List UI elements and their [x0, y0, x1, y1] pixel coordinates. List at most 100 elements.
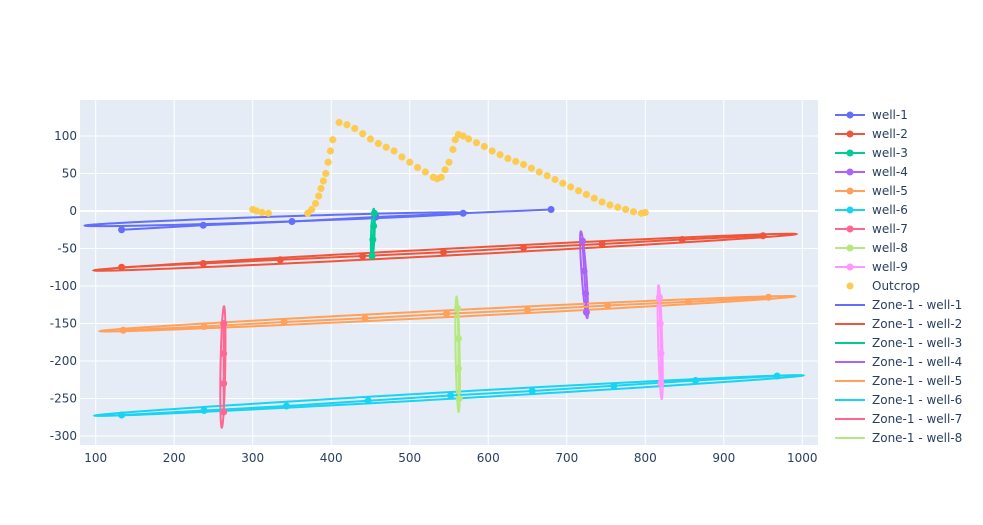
data-point-outcrop — [574, 187, 583, 195]
data-point-outcrop — [567, 183, 575, 191]
y-tick-label: -300 — [50, 429, 77, 443]
data-point-well-9 — [657, 380, 665, 387]
data-point-well-5 — [524, 306, 532, 314]
data-point-well-6 — [773, 372, 781, 380]
legend-label: well-2 — [872, 127, 908, 141]
legend-item-outcrop[interactable]: Outcrop — [846, 279, 920, 293]
legend-item-well-1[interactable]: well-1 — [835, 108, 908, 122]
legend-item-zone-1-well-3[interactable]: Zone-1 - well-3 — [835, 336, 962, 350]
data-point-outcrop — [366, 135, 375, 143]
x-tick-label: 800 — [634, 451, 657, 465]
data-point-well-2 — [118, 263, 126, 271]
data-point-well-3 — [369, 236, 377, 243]
data-point-well-5 — [280, 318, 288, 326]
legend-label: Zone-1 - well-4 — [872, 355, 962, 369]
legend-item-well-5[interactable]: well-5 — [835, 184, 908, 198]
legend-item-zone-1-well-8[interactable]: Zone-1 - well-8 — [835, 431, 962, 445]
data-point-well-5 — [443, 310, 451, 318]
data-point-well-2 — [598, 240, 606, 248]
legend-item-well-7[interactable]: well-7 — [835, 222, 908, 236]
data-point-outcrop — [480, 142, 488, 151]
legend-label: well-9 — [872, 260, 908, 274]
y-tick-label: -250 — [50, 392, 77, 406]
data-point-well-1 — [288, 218, 296, 225]
y-tick-label: -150 — [50, 317, 77, 331]
data-point-outcrop — [512, 157, 520, 166]
legend-item-well-8[interactable]: well-8 — [835, 241, 908, 255]
legend-item-well-2[interactable]: well-2 — [835, 127, 908, 141]
x-tick-label: 400 — [320, 451, 343, 465]
data-point-well-4 — [582, 308, 590, 316]
y-tick-label: 0 — [69, 204, 77, 218]
legend-swatch-marker — [846, 168, 854, 176]
legend-item-zone-1-well-4[interactable]: Zone-1 - well-4 — [835, 355, 962, 369]
legend-item-zone-1-well-1[interactable]: Zone-1 - well-1 — [835, 298, 962, 312]
data-point-outcrop — [258, 208, 266, 217]
well-layer — [118, 206, 781, 419]
data-point-well-2 — [359, 252, 367, 260]
zone-ellipse-zone-1-well-2 — [91, 232, 799, 272]
y-tick-label: -100 — [50, 279, 77, 293]
x-tick-label: 900 — [712, 451, 735, 465]
data-point-outcrop — [322, 169, 330, 178]
data-point-outcrop — [472, 139, 481, 147]
series-line-well-1 — [121, 208, 552, 231]
data-point-outcrop — [614, 203, 622, 211]
data-point-outcrop — [326, 147, 335, 155]
legend-item-zone-1-well-6[interactable]: Zone-1 - well-6 — [835, 393, 962, 407]
series-line-well-9 — [658, 297, 662, 384]
data-point-outcrop — [390, 147, 398, 155]
legend-label: Zone-1 - well-1 — [872, 298, 962, 312]
legend-item-well-3[interactable]: well-3 — [835, 146, 908, 160]
data-point-well-9 — [655, 293, 663, 301]
data-point-outcrop — [445, 158, 453, 166]
legend-item-well-9[interactable]: well-9 — [835, 260, 908, 274]
data-point-well-8 — [454, 305, 462, 312]
tick-layer: 100 200 300 400 500 600 700 800 900 1000100500-50… — [50, 129, 818, 465]
zone-ellipse-zone-1-well-9 — [656, 284, 664, 401]
data-point-outcrop — [324, 158, 332, 166]
data-point-well-2 — [440, 248, 448, 256]
data-point-outcrop — [308, 205, 316, 214]
data-point-well-8 — [455, 395, 463, 402]
data-point-well-2 — [759, 232, 767, 240]
data-point-well-5 — [119, 326, 127, 334]
x-tick-label: 200 — [163, 451, 186, 465]
data-point-well-7 — [220, 350, 228, 357]
data-point-well-6 — [118, 411, 126, 419]
legend-item-zone-1-well-5[interactable]: Zone-1 - well-5 — [835, 374, 962, 388]
legend-item-well-6[interactable]: well-6 — [835, 203, 908, 217]
data-point-outcrop — [343, 121, 351, 129]
legend-label: well-8 — [872, 241, 908, 255]
data-point-outcrop — [351, 124, 359, 133]
legend-item-zone-1-well-7[interactable]: Zone-1 - well-7 — [835, 412, 962, 426]
data-point-well-2 — [199, 260, 207, 267]
data-point-well-5 — [200, 323, 208, 330]
data-point-well-1 — [199, 221, 207, 229]
series-line-well-8 — [456, 308, 461, 399]
zone-layer — [83, 207, 806, 429]
data-point-well-2 — [276, 256, 284, 264]
legend-swatch-marker — [846, 282, 854, 290]
legend-item-well-4[interactable]: well-4 — [835, 165, 908, 179]
legend-label: Outcrop — [872, 279, 920, 293]
data-point-outcrop — [441, 166, 449, 174]
data-point-outcrop — [315, 192, 323, 200]
data-point-well-1 — [459, 209, 467, 217]
data-point-outcrop — [459, 132, 467, 140]
y-tick-label: -200 — [50, 354, 77, 368]
data-point-well-1 — [118, 226, 126, 234]
data-point-outcrop — [551, 175, 559, 184]
data-point-outcrop — [535, 168, 543, 176]
data-point-outcrop — [359, 130, 367, 138]
legend-item-zone-1-well-2[interactable]: Zone-1 - well-2 — [835, 317, 962, 331]
data-point-well-9 — [656, 320, 664, 327]
x-tick-label: 1000 — [787, 451, 818, 465]
legend-swatch-marker — [846, 149, 854, 157]
data-point-outcrop — [629, 208, 638, 216]
data-point-well-6 — [528, 387, 536, 395]
legend[interactable]: well-1 well-2 well-3 well-4 well-5 well-6 well… — [835, 108, 962, 445]
data-point-outcrop — [641, 208, 649, 217]
data-point-well-6 — [692, 377, 700, 384]
